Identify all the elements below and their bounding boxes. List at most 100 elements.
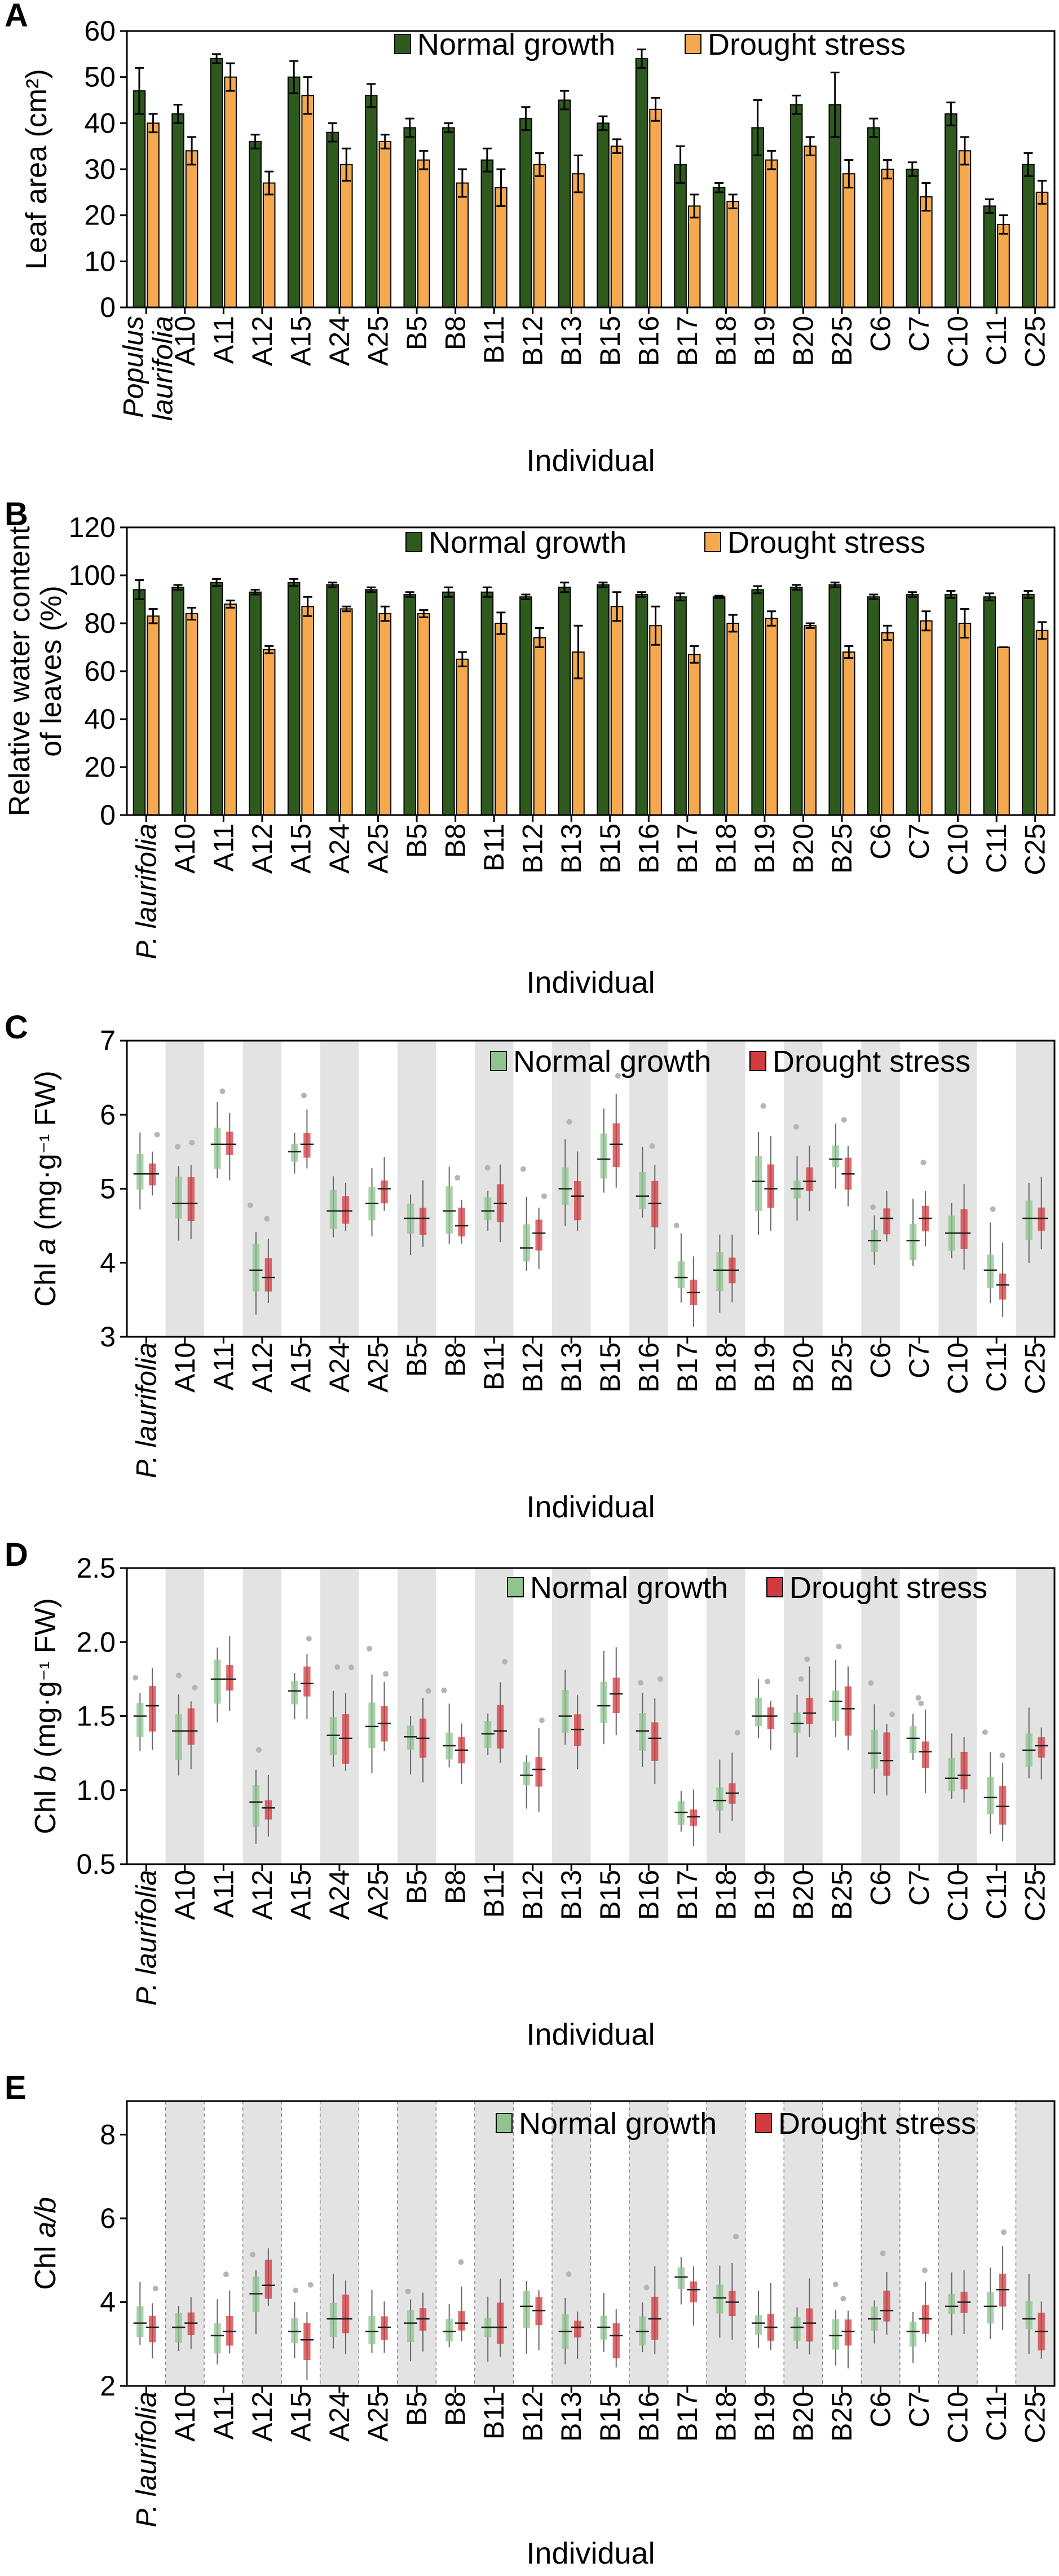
outlier-point: [982, 1729, 988, 1736]
bar-drought: [378, 613, 392, 816]
x-tick-label: B18: [710, 2392, 742, 2442]
bar-normal: [133, 90, 146, 309]
bar-normal: [249, 141, 262, 308]
x-tick-label: B8: [440, 1870, 471, 1904]
bar-drought: [185, 613, 198, 816]
x-tick-label: B5: [401, 1342, 433, 1377]
x-tick-label: B19: [749, 824, 780, 874]
y-tick-label: 40: [84, 107, 116, 139]
bar-drought: [147, 122, 160, 308]
outlier-point: [798, 1676, 804, 1682]
bar-normal: [403, 594, 417, 816]
y-tick-label: 2.0: [76, 1626, 116, 1658]
outlier-point: [307, 2282, 314, 2288]
band-shade: [397, 1041, 436, 1337]
box-drought: [690, 1809, 697, 1826]
legend-swatch: [685, 34, 701, 54]
x-tick-label: C11: [981, 2392, 1012, 2441]
box-normal: [832, 1145, 840, 1168]
bar-normal: [442, 591, 455, 816]
x-tick-label: A24: [324, 316, 355, 366]
bar-normal: [983, 596, 996, 816]
x-tick-label: B18: [710, 824, 742, 874]
bar-normal: [171, 113, 184, 308]
outlier-point: [990, 1206, 996, 1212]
outlier-point: [264, 1216, 270, 1222]
x-tick-label: A10: [169, 1870, 201, 1920]
outlier-point: [880, 2250, 886, 2256]
outlier-point: [250, 2252, 256, 2258]
x-tick-label: A12: [246, 1870, 278, 1920]
box-normal: [754, 2315, 762, 2335]
box-normal: [987, 1776, 994, 1815]
outlier-point: [832, 2282, 839, 2288]
legend-label: Normal growth: [513, 1045, 711, 1078]
bar-drought: [572, 173, 585, 308]
box-drought: [612, 1677, 620, 1713]
legend-swatch: [755, 2113, 772, 2133]
bar-normal: [480, 159, 494, 308]
y-tick-label: 10: [84, 245, 116, 277]
x-tick-label: A12: [246, 2392, 278, 2442]
band-shade: [242, 2101, 282, 2386]
outlier-point: [425, 1688, 431, 1694]
outlier-point: [405, 2288, 411, 2295]
y-tick-label: 120: [69, 512, 116, 543]
x-tick-label: C25: [1020, 2392, 1051, 2443]
x-tick-label: P. laurifolia: [130, 2392, 162, 2527]
x-tick-label: B25: [826, 1342, 858, 1393]
y-tick-label: 4: [100, 2286, 116, 2318]
bar-drought: [726, 623, 739, 816]
box-drought: [651, 1722, 659, 1761]
x-tick-label: B5: [401, 1870, 433, 1904]
outlier-point: [638, 1680, 644, 1686]
bar-drought: [804, 625, 817, 816]
x-tick-label: B25: [826, 824, 858, 874]
box-drought: [960, 1751, 968, 1790]
bar-drought: [147, 615, 160, 816]
box-normal: [175, 1176, 183, 1219]
band-shade: [861, 1041, 900, 1337]
x-tick-label: C25: [1020, 1342, 1051, 1394]
bar-normal: [597, 122, 610, 308]
band-shade: [784, 2101, 823, 2386]
x-tick-label: C7: [903, 316, 935, 352]
band-shade: [629, 1041, 668, 1337]
box-normal: [948, 2293, 955, 2314]
y-axis-title-part: ⁻¹: [36, 1662, 60, 1681]
x-axis-title: Individual: [526, 444, 655, 478]
box-normal: [987, 1254, 994, 1288]
box-normal: [754, 1156, 762, 1212]
bar-drought: [495, 623, 508, 816]
x-tick-label: C7: [903, 824, 935, 860]
box-drought: [806, 1167, 813, 1191]
box-drought: [999, 1786, 1007, 1825]
band-shade: [165, 1568, 205, 1864]
bar-normal: [712, 596, 726, 816]
y-axis-title-part: b: [29, 1765, 62, 1782]
y-axis-title-part: (mg·g: [29, 1153, 62, 1238]
bar-normal: [983, 205, 996, 309]
box-normal: [909, 1224, 917, 1261]
x-tick-label: A11: [208, 316, 239, 364]
box-drought: [729, 2291, 736, 2317]
bar-normal: [828, 584, 842, 816]
x-tick-label: C10: [942, 824, 974, 875]
box-normal: [793, 2317, 801, 2341]
x-tick-label: A25: [363, 824, 394, 874]
bar-normal: [287, 582, 301, 816]
box-normal: [754, 1697, 762, 1727]
y-tick-label: 30: [84, 153, 116, 185]
outlier-point: [643, 2284, 650, 2291]
x-axis-title: Individual: [526, 1490, 655, 1524]
box-normal: [368, 1702, 376, 1748]
x-tick-label: A11: [208, 824, 239, 871]
outlier-point: [441, 1687, 447, 1693]
box-normal: [677, 2267, 685, 2289]
outlier-point: [921, 2267, 928, 2274]
box-normal: [600, 1681, 607, 1723]
bar-drought: [804, 146, 817, 308]
outlier-point: [306, 1636, 312, 1642]
y-tick-label: 20: [84, 200, 116, 231]
box-normal: [871, 1729, 878, 1769]
